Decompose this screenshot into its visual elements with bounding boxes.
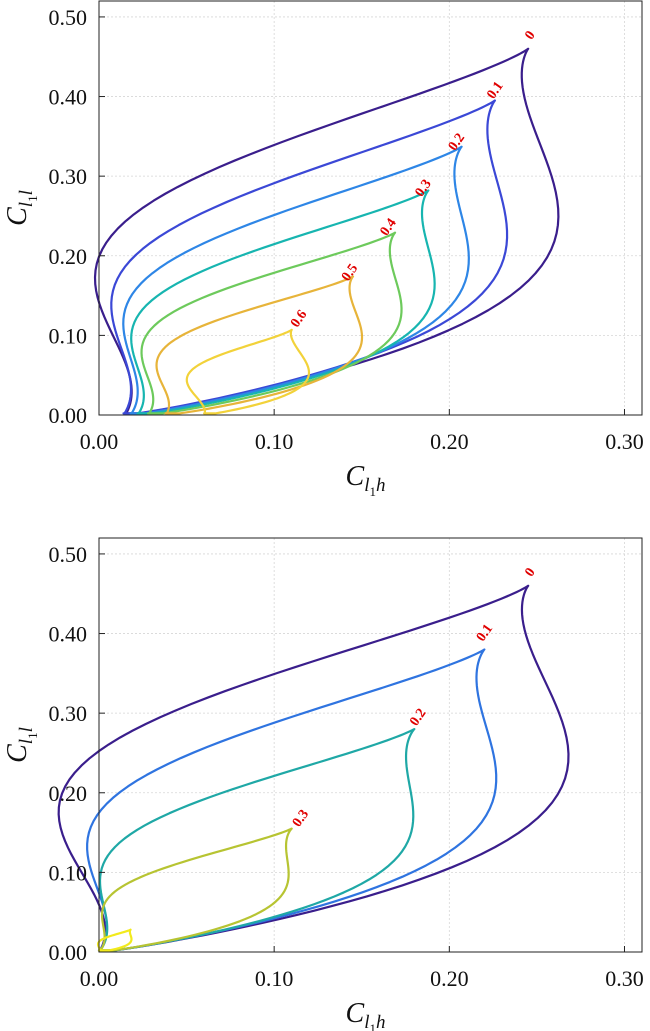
y-tick-label: 0.30 [49,701,88,726]
x-tick-label: 0.30 [605,966,644,991]
y-tick-label: 0.50 [49,542,88,567]
contour-line-0-2 [122,145,470,415]
y-axis-title: Cl1l [2,190,40,226]
x-tick-label: 0.00 [80,429,119,454]
contour-line-0-4 [140,231,403,415]
plot-frame [98,537,643,953]
contour-line-0-6 [185,328,311,415]
contour-line-0-3 [97,827,293,952]
contour-line-0-3 [130,189,436,415]
y-tick-label: 0.10 [49,323,88,348]
contour-label: 0 [522,28,538,42]
contour-line-0-5 [155,275,364,415]
x-tick-label: 0.00 [80,966,119,991]
plot-frame [98,0,643,416]
y-tick-label: 0.10 [49,860,88,885]
contour-panel-bottom: 0 0.1 0.2 0.3 0.00 0.10 0.20 0.30 0.00 0.10 0.20 0.… [2,537,644,1031]
contour-line-0 [57,584,570,952]
x-tick-label: 0.10 [255,429,294,454]
contour-line-0-2 [97,727,416,952]
y-axis-title: Cl1l [2,727,40,763]
x-axis-title: Cl1h [346,461,386,499]
y-tick-label: 0.40 [49,622,88,647]
contour-line-inner [96,928,133,952]
contour-label: 0.2 [407,706,429,729]
y-tick-label: 0.50 [49,5,88,30]
contour-label: 0 [522,565,538,579]
y-tick-label: 0.40 [49,85,88,110]
x-tick-label: 0.10 [255,966,294,991]
x-tick-label: 0.20 [430,966,469,991]
y-tick-label: 0.00 [49,940,88,965]
x-axis-title: Cl1h [346,998,386,1031]
x-tick-label: 0.20 [430,429,469,454]
x-tick-label: 0.30 [605,429,644,454]
contour-label: 0.3 [290,807,312,830]
contour-label: 0.4 [377,216,399,239]
y-tick-label: 0.00 [49,403,88,428]
y-tick-label: 0.20 [49,781,88,806]
contour-label: 0.6 [288,308,310,331]
contour-line-0-1 [86,648,498,952]
contour-label: 0.1 [484,79,506,102]
y-tick-label: 0.30 [49,164,88,189]
contour-label: 0.1 [474,622,496,645]
y-tick-label: 0.20 [49,244,88,269]
contour-panel-top: 00.10.20.30.40.50.60.00 0.10 0.20 0.300.000… [2,0,644,499]
